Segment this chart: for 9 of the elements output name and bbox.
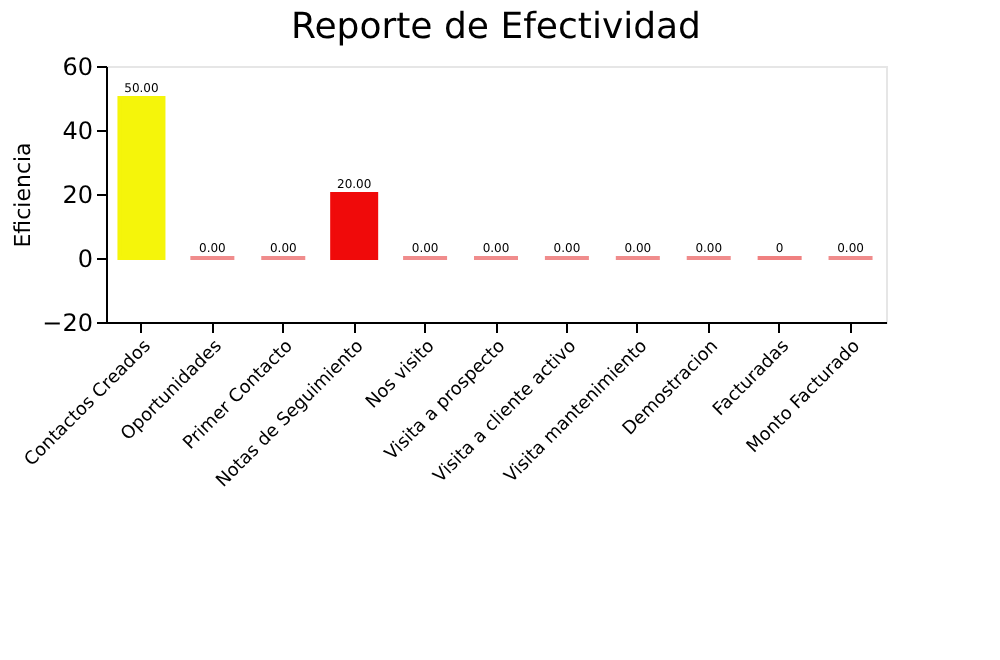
y-tick-label: 60 xyxy=(62,53,93,81)
y-axis-title: Eficiencia xyxy=(10,142,37,248)
bar xyxy=(330,192,379,260)
chart-title: Reporte de Efectividad xyxy=(291,6,701,48)
y-tick-label: −20 xyxy=(42,309,93,337)
y-tick-label: 0 xyxy=(77,245,93,273)
y-tick-label: 20 xyxy=(62,181,93,209)
y-tick-label: 40 xyxy=(62,117,93,145)
bar xyxy=(117,96,166,260)
